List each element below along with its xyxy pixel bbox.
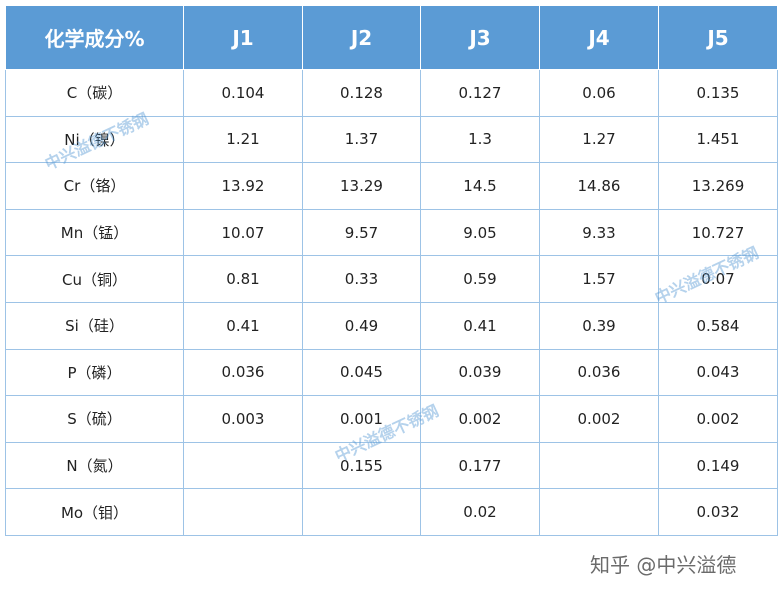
cell: 0.177 — [420, 441, 540, 490]
table-row: N（氮） 0.155 0.177 0.149 — [5, 441, 778, 490]
header-cell: 化学成分% — [5, 5, 184, 70]
cell: 1.27 — [539, 115, 659, 164]
table-row: S（硫） 0.003 0.001 0.002 0.002 0.002 — [5, 395, 778, 443]
row-label: Ni（镍） — [5, 115, 184, 164]
cell: 0.81 — [183, 255, 303, 303]
cell: 9.57 — [302, 208, 421, 257]
footer: 知乎 @中兴溢德 — [590, 553, 737, 577]
row-label: Mo（钼） — [5, 488, 184, 536]
cell: 0.149 — [658, 441, 778, 490]
cell: 14.5 — [420, 162, 540, 210]
cell: 9.33 — [539, 208, 659, 257]
cell: 0.02 — [420, 488, 540, 536]
cell: 0.104 — [183, 69, 303, 117]
row-label: C（碳） — [5, 69, 184, 117]
table-row: P（磷） 0.036 0.045 0.039 0.036 0.043 — [5, 348, 778, 397]
table-row: Ni（镍） 1.21 1.37 1.3 1.27 1.451 — [5, 115, 778, 164]
cell: 0.032 — [658, 488, 778, 536]
cell: 1.37 — [302, 115, 421, 164]
cell: 1.21 — [183, 115, 303, 164]
row-label: Cu（铜） — [5, 255, 184, 303]
header-cell: J2 — [302, 5, 421, 70]
cell: 0.045 — [302, 348, 421, 397]
cell — [183, 441, 303, 490]
cell — [539, 488, 659, 536]
table-row: Mn（锰） 10.07 9.57 9.05 9.33 10.727 — [5, 208, 778, 257]
cell: 0.41 — [183, 301, 303, 350]
cell: 10.07 — [183, 208, 303, 257]
cell: 0.39 — [539, 301, 659, 350]
cell: 13.92 — [183, 162, 303, 210]
header-cell: J3 — [420, 5, 540, 70]
cell: 0.33 — [302, 255, 421, 303]
cell: 0.49 — [302, 301, 421, 350]
cell: 0.584 — [658, 301, 778, 350]
cell: 13.269 — [658, 162, 778, 210]
cell: 0.002 — [658, 395, 778, 443]
cell: 0.002 — [420, 395, 540, 443]
row-label: P（磷） — [5, 348, 184, 397]
cell — [539, 441, 659, 490]
cell: 0.135 — [658, 69, 778, 117]
cell: 0.003 — [183, 395, 303, 443]
table-row: C（碳） 0.104 0.128 0.127 0.06 0.135 — [5, 69, 778, 117]
header-cell: J1 — [183, 5, 303, 70]
table-row: Mo（钼） 0.02 0.032 — [5, 488, 778, 536]
cell: 1.451 — [658, 115, 778, 164]
cell: 0.043 — [658, 348, 778, 397]
cell: 0.59 — [420, 255, 540, 303]
cell: 0.155 — [302, 441, 421, 490]
cell: 0.41 — [420, 301, 540, 350]
cell: 0.06 — [539, 69, 659, 117]
cell: 13.29 — [302, 162, 421, 210]
row-label: Mn（锰） — [5, 208, 184, 257]
cell — [183, 488, 303, 536]
table-row: Cu（铜） 0.81 0.33 0.59 1.57 0.07 — [5, 255, 778, 303]
header-cell: J4 — [539, 5, 659, 70]
cell: 0.039 — [420, 348, 540, 397]
cell: 1.57 — [539, 255, 659, 303]
composition-table: 化学成分% J1 J2 J3 J4 J5 C（碳） 0.104 0.128 0.127 0.06 0… — [5, 5, 778, 536]
cell: 1.3 — [420, 115, 540, 164]
cell — [302, 488, 421, 536]
cell: 0.127 — [420, 69, 540, 117]
row-label: Cr（铬） — [5, 162, 184, 210]
table-body: C（碳） 0.104 0.128 0.127 0.06 0.135 Ni（镍） 1.21 1.3… — [5, 69, 778, 536]
header-row: 化学成分% J1 J2 J3 J4 J5 — [5, 5, 778, 70]
table-row: Cr（铬） 13.92 13.29 14.5 14.86 13.269 — [5, 162, 778, 210]
cell: 0.002 — [539, 395, 659, 443]
row-label: N（氮） — [5, 441, 184, 490]
cell: 0.07 — [658, 255, 778, 303]
cell: 9.05 — [420, 208, 540, 257]
cell: 0.128 — [302, 69, 421, 117]
cell: 0.036 — [539, 348, 659, 397]
cell: 10.727 — [658, 208, 778, 257]
row-label: S（硫） — [5, 395, 184, 443]
cell: 0.001 — [302, 395, 421, 443]
table-row: Si（硅） 0.41 0.49 0.41 0.39 0.584 — [5, 301, 778, 350]
header-cell: J5 — [658, 5, 778, 70]
cell: 0.036 — [183, 348, 303, 397]
row-label: Si（硅） — [5, 301, 184, 350]
cell: 14.86 — [539, 162, 659, 210]
